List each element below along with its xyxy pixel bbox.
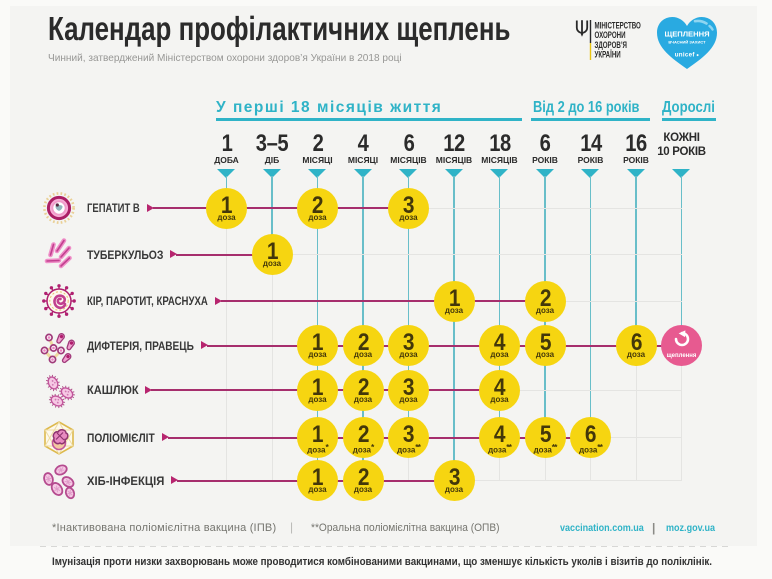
svg-text:unicef●: unicef ● [675, 52, 700, 59]
svg-text:ЗДОРОВ’Я: ЗДОРОВ’Я [595, 40, 628, 51]
svg-text:ЩЕПЛЕННЯ: ЩЕПЛЕННЯ [664, 30, 709, 39]
svg-text:ОХОРОНИ: ОХОРОНИ [595, 30, 626, 41]
svg-text:МІНІСТЕРСТВО: МІНІСТЕРСТВО [595, 20, 641, 31]
svg-text:ВЧАСНИЙ ЗАХИСТ: ВЧАСНИЙ ЗАХИСТ [668, 40, 706, 45]
svg-text:УКРАЇНИ: УКРАЇНИ [595, 49, 621, 60]
